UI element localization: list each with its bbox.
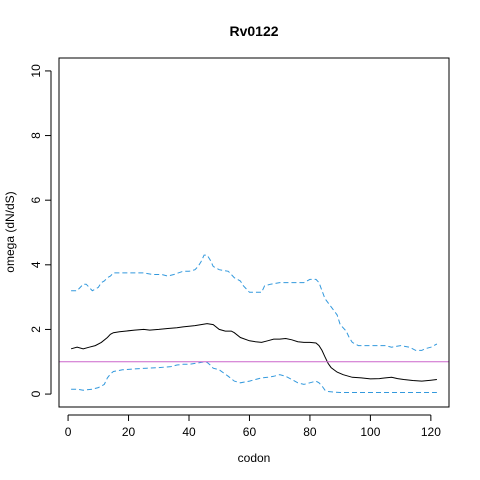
y-axis-label: omega (dN/dS) bbox=[3, 191, 17, 272]
x-tick-label: 20 bbox=[122, 425, 136, 439]
series-layer bbox=[70, 254, 438, 393]
y-tick-label: 2 bbox=[29, 326, 43, 333]
series-line-lower bbox=[71, 361, 437, 393]
x-tick-label: 0 bbox=[65, 425, 72, 439]
y-tick-label: 8 bbox=[29, 132, 43, 139]
x-tick-label: 60 bbox=[243, 425, 257, 439]
y-axis: 0 2 4 6 8 10 bbox=[29, 64, 52, 397]
y-tick-label: 0 bbox=[29, 390, 43, 397]
plot-frame bbox=[58, 57, 450, 408]
x-axis: 0 20 40 60 80 100 120 bbox=[65, 414, 441, 439]
y-tick-label: 6 bbox=[29, 197, 43, 204]
series-line-upper bbox=[71, 254, 438, 351]
x-axis-label: codon bbox=[238, 451, 271, 465]
chart-title: Rv0122 bbox=[229, 23, 278, 39]
y-tick-label: 10 bbox=[29, 64, 43, 78]
x-tick-label: 40 bbox=[182, 425, 196, 439]
series-line-estimate bbox=[70, 323, 437, 382]
x-tick-label: 100 bbox=[360, 425, 380, 439]
y-tick-label: 4 bbox=[29, 261, 43, 268]
x-tick-label: 120 bbox=[421, 425, 441, 439]
x-tick-label: 80 bbox=[303, 425, 317, 439]
